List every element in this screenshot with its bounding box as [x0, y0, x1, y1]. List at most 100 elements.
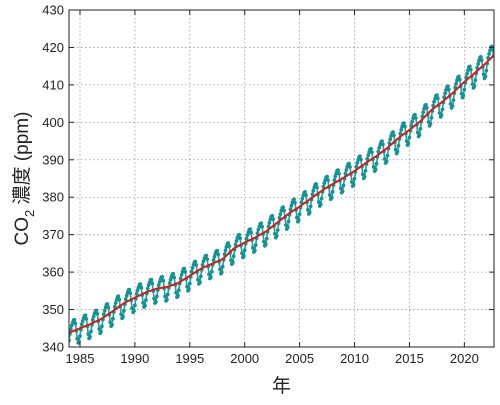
observation-point — [201, 259, 206, 264]
observation-point — [105, 302, 110, 306]
observation-point — [102, 308, 107, 313]
observation-point — [179, 272, 184, 277]
x-tick-label: 1990 — [120, 351, 149, 366]
observation-point — [473, 78, 478, 83]
observation-point — [189, 269, 194, 274]
observation-point — [138, 282, 143, 287]
observation-point — [440, 107, 445, 112]
observation-point — [439, 113, 444, 118]
observation-point — [123, 297, 128, 302]
observation-point — [299, 200, 304, 205]
observation-point — [487, 52, 491, 56]
observation-point — [286, 219, 291, 224]
observation-point — [230, 260, 235, 265]
observation-point — [333, 174, 338, 179]
observation-point — [110, 322, 114, 327]
observation-point — [289, 203, 294, 208]
observation-point — [212, 254, 217, 259]
observation-point — [111, 316, 115, 321]
observation-point — [315, 185, 319, 190]
axis-ticks — [69, 9, 494, 348]
observation-point — [100, 324, 104, 329]
observation-point — [99, 330, 103, 334]
observation-point — [417, 132, 422, 137]
observation-point — [381, 142, 385, 147]
observation-point — [337, 171, 341, 176]
observation-point — [321, 184, 326, 189]
observation-point — [451, 98, 456, 102]
observation-point — [113, 301, 118, 305]
observation-point — [435, 96, 440, 101]
observation-point — [182, 266, 187, 271]
observation-point — [86, 332, 91, 336]
observation-point — [75, 336, 80, 341]
observation-point — [72, 317, 77, 322]
x-tick-label: 2000 — [230, 351, 259, 366]
x-tick-label: 2020 — [450, 351, 479, 366]
observation-point — [399, 127, 404, 132]
observation-point — [134, 291, 139, 296]
observation-point — [79, 322, 84, 327]
observation-point — [84, 317, 89, 321]
y-tick-label: 340 — [42, 340, 64, 355]
observation-point — [259, 221, 264, 226]
observation-point — [209, 269, 214, 274]
observation-point — [145, 286, 150, 291]
x-tick-label: 2005 — [285, 351, 314, 366]
observation-point — [484, 68, 489, 73]
observation-point — [395, 149, 400, 154]
observation-point — [122, 309, 126, 313]
observation-point — [308, 204, 313, 209]
observation-point — [274, 234, 279, 238]
observation-point — [347, 161, 351, 166]
observation-point — [205, 257, 210, 261]
observation-point — [479, 58, 484, 62]
observation-point — [94, 308, 99, 313]
observation-point — [407, 135, 412, 140]
observation-point — [231, 254, 236, 259]
observation-point — [336, 168, 340, 173]
observation-point — [326, 178, 330, 183]
observation-point — [435, 93, 439, 97]
observation-point — [204, 253, 209, 258]
observation-point — [304, 193, 308, 198]
observation-point — [194, 263, 199, 267]
observation-point — [101, 312, 106, 317]
observation-point — [198, 274, 203, 279]
observation-point — [161, 278, 166, 283]
observation-point — [424, 106, 429, 110]
observation-point — [128, 291, 133, 295]
observation-point — [413, 116, 418, 120]
observation-point — [322, 181, 327, 186]
observation-point — [282, 208, 286, 213]
observation-point — [344, 168, 349, 172]
observation-point — [392, 133, 396, 138]
observation-point — [385, 153, 390, 158]
y-tick-label: 380 — [42, 190, 64, 205]
observation-point — [329, 195, 334, 200]
observation-point — [155, 294, 159, 299]
observation-point — [341, 183, 346, 188]
observation-point — [262, 239, 266, 244]
observation-point — [384, 159, 389, 164]
observation-point — [95, 312, 100, 316]
observation-point — [200, 263, 205, 267]
observation-point — [319, 196, 324, 201]
observation-point — [167, 281, 172, 285]
observation-point — [218, 267, 222, 272]
observation-point — [413, 112, 417, 117]
observation-point — [260, 224, 264, 229]
observation-point — [338, 186, 343, 191]
observation-point — [124, 293, 129, 298]
observation-point — [421, 110, 426, 115]
observation-point — [377, 146, 382, 150]
y-tick-label: 390 — [42, 152, 64, 167]
observation-point — [465, 71, 469, 76]
observation-point — [396, 143, 401, 148]
observation-point — [237, 232, 242, 237]
observation-point — [251, 245, 255, 250]
observation-point — [288, 207, 293, 212]
observation-point — [483, 74, 488, 79]
x-tick-label: 2010 — [340, 351, 369, 366]
